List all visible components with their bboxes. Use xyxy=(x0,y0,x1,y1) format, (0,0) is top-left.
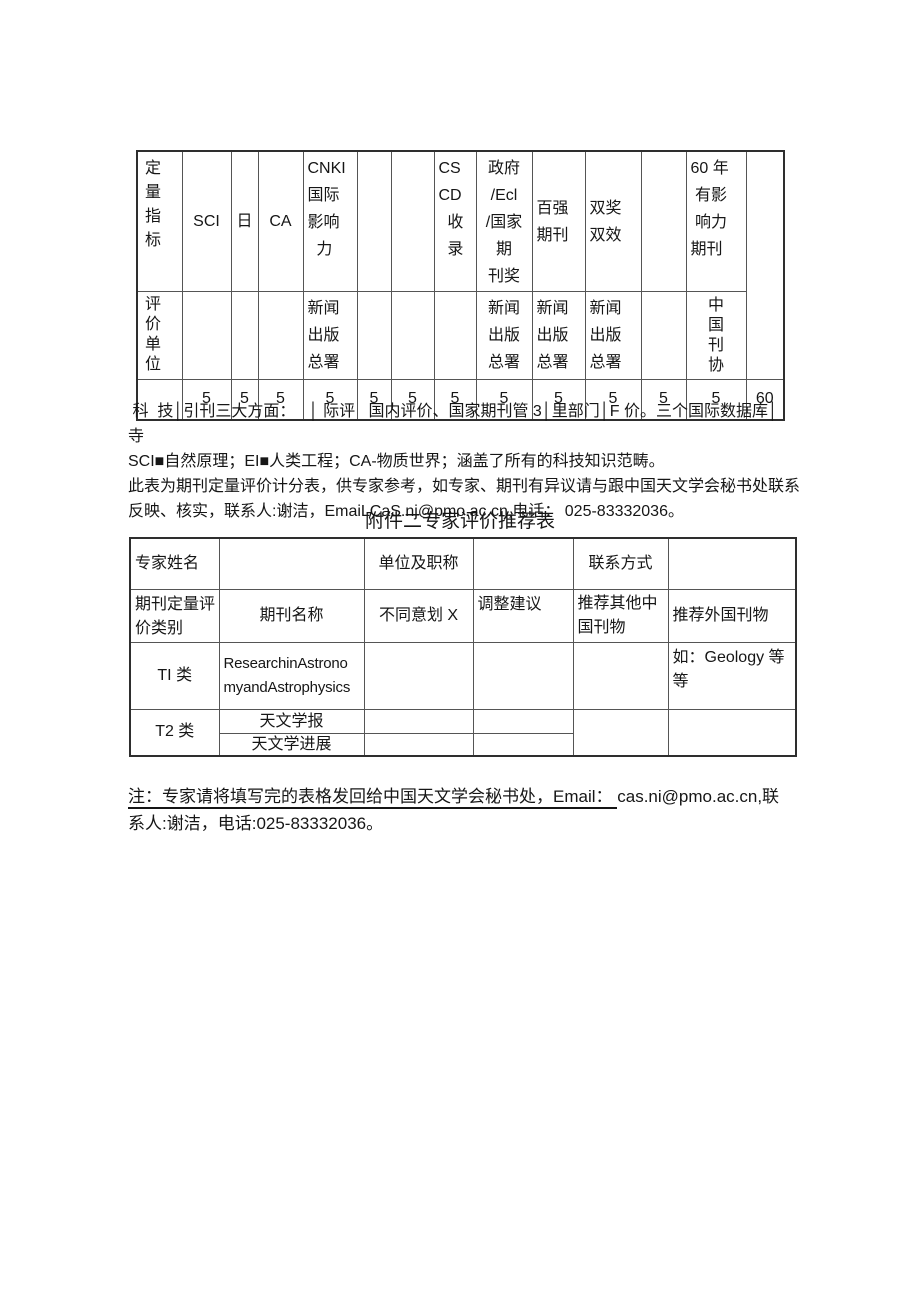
empty-cell xyxy=(745,150,785,380)
journal-acta-astronomica: 天文学报 xyxy=(218,708,365,734)
indicator-cell-cscd: CS CD 收 录 xyxy=(433,150,477,292)
empty-cell xyxy=(356,291,392,380)
indicator-cell-ri: 日 xyxy=(230,150,259,292)
indicator-cell-double-award: 双奖 双效 xyxy=(584,150,642,292)
indicator-header-row: 定 量 指 标 SCI 日 CA CNKI 国际 影响 力 CS CD 收 录 … xyxy=(136,150,785,380)
score-cell: 5 xyxy=(302,379,358,420)
empty-cell xyxy=(572,641,669,710)
empty-cell xyxy=(433,291,477,380)
paragraph-line: 反映、核实，联系人:谢洁，EmaiLCaS.nj@pmo.ac.cn,电话： 0… xyxy=(128,503,684,520)
foreign-example-geology: 如：Geology 等 等 xyxy=(667,641,797,710)
header-recommend-chinese: 推荐其他中 国刊物 xyxy=(572,588,669,643)
evaluator-cell-press-admin: 新闻 出版 总署 xyxy=(531,291,586,380)
header-recommend-foreign: 推荐外国刊物 xyxy=(667,588,797,643)
category-t2-label: T2 类 xyxy=(129,708,220,756)
empty-cell xyxy=(472,641,574,710)
empty-cell xyxy=(472,708,574,734)
score-cell: 5 xyxy=(531,379,586,420)
header-disagree-mark: 不同意划 X xyxy=(363,588,474,643)
indicator-cell-government-award: 政府 /Ecl /国家期 刊奖 xyxy=(475,150,533,292)
empty-cell xyxy=(363,641,474,710)
expert-info-row: 专家姓名 单位及职称 联系方式 xyxy=(129,537,797,590)
empty-cell xyxy=(230,291,259,380)
empty-cell xyxy=(363,732,474,756)
evaluator-cell-press-admin: 新闻 出版 总署 xyxy=(475,291,533,380)
evaluator-cell-press-admin: 新闻 出版 总署 xyxy=(584,291,642,380)
empty-cell xyxy=(390,291,435,380)
note-line-1: 注：专家请将填写完的表格发回给中国天文学会秘书处，Email： cas.ni@p… xyxy=(128,783,808,810)
evaluator-cell-press-admin: 新闻 出版 总署 xyxy=(302,291,358,380)
expert-name-field xyxy=(218,537,365,590)
t1-category-row: TI 类 ResearchinAstrono myandAstrophysics… xyxy=(129,641,797,710)
paragraph-line: SCI■自然原理；EI■人类工程；CA-物质世界；涵盖了所有的科技知识范畴。 xyxy=(128,453,665,470)
indicator-cell-sci: SCI xyxy=(181,150,232,292)
paragraph-line: 此表为期刊定量评价计分表，供专家参考，如专家、期刊有异议请与跟中国天文学会秘书处… xyxy=(128,478,801,495)
contact-field xyxy=(667,537,797,590)
row-header-quantitative-indicators: 定 量 指 标 xyxy=(136,150,183,292)
score-row: 5 5 5 5 5 5 5 5 5 5 5 5 60 xyxy=(136,379,785,420)
empty-cell xyxy=(257,291,304,380)
journal-raa: ResearchinAstrono myandAstrophysics xyxy=(218,641,365,710)
bottom-note: 注：专家请将填写完的表格发回给中国天文学会秘书处，Email： cas.ni@p… xyxy=(128,783,808,837)
form-header-row: 期刊定量评 价类别 期刊名称 不同意划 X 调整建议 推荐其他中 国刊物 推荐外… xyxy=(129,588,797,643)
header-journal-name: 期刊名称 xyxy=(218,588,365,643)
score-cell: 5 xyxy=(390,379,435,420)
empty-cell xyxy=(572,708,669,756)
attachment-title: 附件二专家评价推荐表 xyxy=(364,511,555,532)
score-cell: 5 xyxy=(640,379,687,420)
affiliation-field xyxy=(472,537,574,590)
score-cell: 5 xyxy=(433,379,477,420)
paragraph-line: 科 技│引刊三大方面： │ 际评 国内评价、国家期刊管 3│里部门│F 价。三个… xyxy=(128,403,805,445)
expert-name-label: 专家姓名 xyxy=(129,537,220,590)
empty-cell xyxy=(640,150,687,292)
category-t1-label: TI 类 xyxy=(129,641,220,710)
empty-cell xyxy=(181,291,232,380)
empty-cell xyxy=(667,708,797,756)
affiliation-title-label: 单位及职称 xyxy=(363,537,474,590)
indicator-cell-cnki: CNKI 国际 影响 力 xyxy=(302,150,358,292)
score-cell: 5 xyxy=(257,379,304,420)
empty-cell xyxy=(640,291,687,380)
score-cell-total: 60 xyxy=(745,379,785,420)
score-cell: 5 xyxy=(356,379,392,420)
empty-cell xyxy=(363,708,474,734)
indicator-cell-ca: CA xyxy=(257,150,304,292)
t2-category-row-b: 天文学进展 xyxy=(130,732,796,756)
t2-category-row-a: T2 类 天文学报 xyxy=(129,708,797,756)
evaluator-row: 评 价 单 位 新闻 出版 总署 新闻 出版 总署 新闻 出版 总署 新闻 出版… xyxy=(136,291,784,380)
empty-cell xyxy=(356,150,392,292)
row-header-evaluation-unit: 评 价 单 位 xyxy=(136,291,183,380)
evaluator-cell-china-periodical-assoc: 中 国 刊 协 xyxy=(685,291,747,380)
header-adjust-suggestion: 调整建议 xyxy=(472,588,574,643)
expert-recommendation-table: 专家姓名 单位及职称 联系方式 期刊定量评 价类别 期刊名称 不同意划 X 调整… xyxy=(129,537,797,757)
score-cell: 5 xyxy=(230,379,259,420)
empty-cell xyxy=(136,379,183,420)
journal-score-table: 定 量 指 标 SCI 日 CA CNKI 国际 影响 力 CS CD 收 录 … xyxy=(136,150,785,421)
indicator-cell-60year: 60 年 有影 响力 期刊 xyxy=(685,150,747,292)
note-email-text: cas.ni@pmo.ac.cn,联 xyxy=(617,787,780,806)
empty-cell xyxy=(390,150,435,292)
note-line-2: 系人:谢洁，电话:025-83332036。 xyxy=(128,814,384,833)
notes-paragraph: 科 技│引刊三大方面： │ 际评 国内评价、国家期刊管 3│里部门│F 价。三个… xyxy=(128,399,804,524)
journal-progress-astronomy: 天文学进展 xyxy=(218,732,365,756)
empty-cell xyxy=(472,732,574,756)
header-category: 期刊定量评 价类别 xyxy=(129,588,220,643)
indicator-cell-top100: 百强 期刊 xyxy=(531,150,586,292)
contact-label: 联系方式 xyxy=(572,537,669,590)
score-cell: 5 xyxy=(181,379,232,420)
score-cell: 5 xyxy=(475,379,533,420)
note-underlined-text: 注：专家请将填写完的表格发回给中国天文学会秘书处，Email： xyxy=(128,787,618,809)
